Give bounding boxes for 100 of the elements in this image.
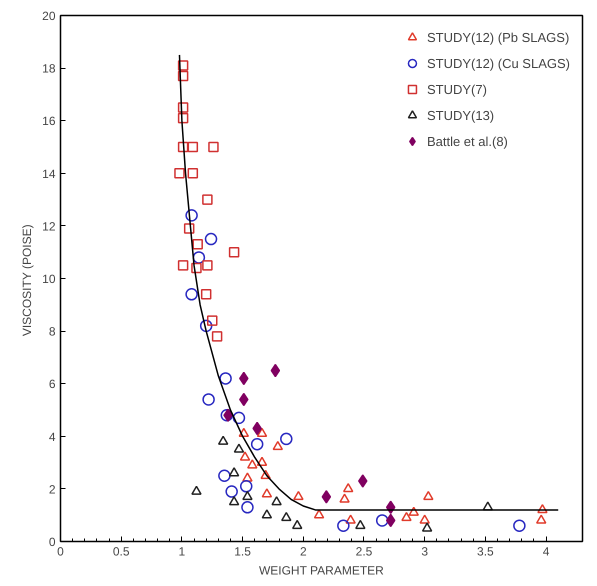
x-tick-label: 1.5 <box>234 544 252 558</box>
point <box>401 512 412 522</box>
point <box>281 512 292 522</box>
point <box>239 392 249 406</box>
point <box>178 60 188 71</box>
point <box>270 364 280 378</box>
point <box>408 506 420 516</box>
point <box>188 168 198 179</box>
point <box>212 331 222 342</box>
legend-label: STUDY(7) <box>426 82 487 96</box>
y-tick-label: 8 <box>48 324 56 339</box>
point <box>250 438 264 450</box>
point <box>252 422 262 436</box>
point <box>178 70 188 82</box>
point <box>228 496 240 506</box>
point <box>200 320 212 332</box>
point <box>208 142 219 152</box>
x-tick-label: 0.5 <box>112 544 130 558</box>
point <box>206 315 218 326</box>
point <box>256 428 268 438</box>
point <box>423 490 434 500</box>
y-tick-label: 20 <box>42 9 56 23</box>
point <box>376 514 388 527</box>
point <box>280 432 293 446</box>
point <box>422 522 432 532</box>
x-tick-label: 0 <box>57 544 64 558</box>
x-tick-label: 2.5 <box>356 544 373 558</box>
point <box>202 260 213 271</box>
point <box>337 519 350 532</box>
point <box>204 232 218 246</box>
point <box>232 412 246 424</box>
point <box>184 223 194 234</box>
y-axis-title: VISCOSITY (POISE) <box>20 224 34 336</box>
point <box>239 372 249 386</box>
point <box>247 459 258 469</box>
point <box>240 480 252 493</box>
point <box>174 168 185 179</box>
x-axis-title: WEIGHT PARAMETER <box>258 564 384 578</box>
x-tick-label: 3.5 <box>477 544 494 558</box>
point <box>262 509 272 519</box>
x-tick-label: 1 <box>178 544 186 558</box>
legend-label: STUDY(12) (Cu SLAGS) <box>426 56 570 70</box>
point <box>242 472 253 482</box>
point <box>345 514 356 524</box>
y-tick-label: 18 <box>42 62 56 76</box>
point <box>262 488 272 498</box>
point <box>192 251 206 264</box>
y-tick-label: 12 <box>42 219 56 234</box>
point <box>260 470 271 480</box>
point <box>202 194 213 205</box>
point <box>240 451 250 461</box>
point <box>241 501 254 514</box>
point <box>202 393 215 406</box>
point <box>537 504 548 514</box>
point <box>178 142 188 152</box>
point <box>218 436 228 445</box>
point <box>342 482 354 492</box>
point <box>185 288 198 301</box>
point <box>293 490 304 500</box>
point <box>188 142 198 152</box>
point <box>513 519 526 532</box>
point <box>219 372 232 385</box>
point <box>322 490 332 504</box>
point <box>355 520 366 530</box>
x-tick-label: 2 <box>300 544 307 558</box>
y-tick-label: 6 <box>48 377 56 392</box>
x-tick-label: 3 <box>421 544 428 558</box>
point <box>228 467 240 476</box>
point <box>225 485 238 498</box>
point <box>234 444 244 453</box>
y-tick-label: 10 <box>42 272 56 286</box>
y-tick-label: 16 <box>42 114 56 128</box>
point <box>314 509 324 519</box>
point <box>178 260 188 271</box>
point <box>191 486 202 495</box>
legend-label: STUDY(13) <box>426 108 494 122</box>
point <box>192 239 203 250</box>
point <box>256 456 268 466</box>
point <box>358 474 368 488</box>
point <box>178 102 188 113</box>
y-tick-label: 0 <box>48 535 56 549</box>
point <box>191 262 202 274</box>
point <box>238 428 250 438</box>
x-tick-label: 4 <box>542 544 550 558</box>
point <box>386 514 396 528</box>
point <box>228 246 240 258</box>
y-tick-label: 4 <box>48 430 56 444</box>
point <box>271 496 282 506</box>
point <box>419 514 430 524</box>
point <box>242 490 253 500</box>
point <box>272 440 284 450</box>
point <box>185 209 198 222</box>
point <box>536 514 546 524</box>
legend-label: Battle et al.(8) <box>426 134 508 148</box>
point <box>200 289 212 300</box>
point <box>292 520 302 530</box>
point <box>339 493 350 503</box>
y-tick-label: 14 <box>42 166 56 181</box>
point <box>218 470 231 482</box>
point <box>178 112 188 124</box>
